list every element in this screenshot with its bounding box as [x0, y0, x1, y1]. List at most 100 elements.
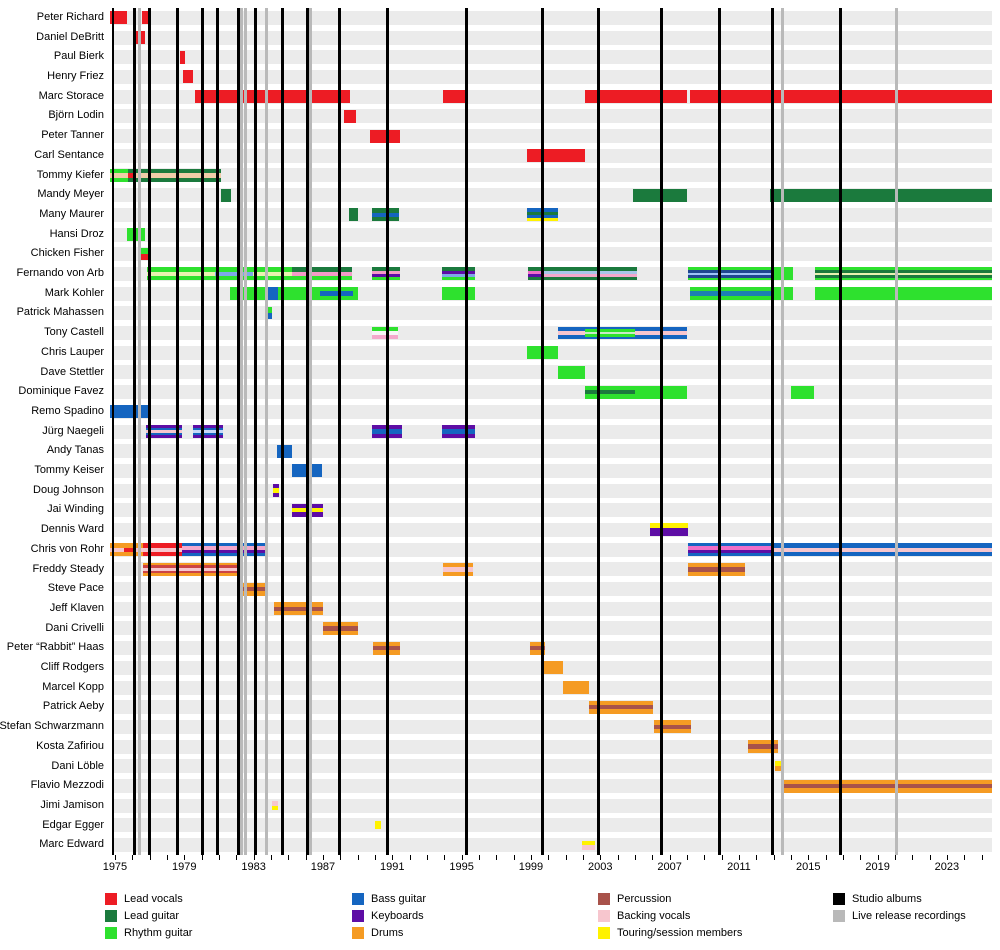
bar-stripe — [109, 405, 148, 419]
bar-stripe — [277, 287, 320, 301]
x-axis-tick — [409, 855, 411, 860]
timeline-bar — [127, 168, 136, 182]
member-label: Tommy Keiser — [34, 464, 104, 477]
x-axis-tick — [686, 855, 688, 860]
timeline-bar — [557, 365, 585, 379]
x-tick-label: 1999 — [518, 861, 544, 873]
legend-item: Percussion — [598, 893, 671, 905]
timeline-bar — [687, 562, 745, 576]
bar-stripe — [687, 549, 773, 553]
member-label: Fernando von Arb — [16, 267, 104, 280]
bar-stripe — [589, 705, 653, 710]
x-axis-tick — [565, 855, 567, 860]
x-axis-tick — [184, 855, 186, 860]
bar-stripe — [557, 335, 585, 340]
timeline-bar — [221, 188, 231, 202]
member-label: Hansi Droz — [49, 227, 104, 240]
x-axis-tick — [548, 855, 550, 860]
legend-item: Backing vocals — [598, 910, 690, 922]
member-label: Peter Tanner — [41, 129, 104, 142]
bar-stripe — [147, 276, 215, 281]
bar-stripe — [815, 272, 992, 276]
x-axis-tick — [704, 855, 706, 860]
bar-stripe — [132, 543, 144, 548]
bar-stripe — [277, 444, 292, 458]
legend-item: Lead vocals — [105, 893, 183, 905]
legend-swatch — [598, 927, 610, 939]
bar-stripe — [585, 394, 635, 399]
bar-stripe — [319, 287, 353, 292]
legend-swatch — [598, 910, 610, 922]
studio-album-line — [338, 8, 342, 855]
bar-stripe — [127, 177, 136, 182]
bar-stripe — [271, 805, 278, 811]
timeline-bar — [442, 287, 475, 301]
x-axis-tick — [773, 855, 775, 860]
x-axis-tick — [201, 855, 203, 860]
timeline-bar — [132, 543, 144, 557]
bar-stripe — [273, 606, 323, 611]
timeline-bar — [769, 188, 992, 202]
x-tick-label: 2015 — [796, 861, 821, 873]
bar-stripe — [291, 267, 352, 272]
timeline-bar — [143, 562, 240, 576]
x-axis-tick — [374, 855, 376, 860]
bar-stripe — [527, 273, 543, 278]
bar-stripe — [371, 326, 398, 331]
timeline-bar — [343, 109, 356, 123]
timeline-bar — [145, 425, 183, 438]
x-axis-tick — [288, 855, 290, 860]
x-axis-tick — [530, 855, 532, 860]
bar-stripe — [371, 212, 400, 217]
x-axis-tick — [964, 855, 966, 860]
bar-stripe — [369, 129, 400, 143]
bar-stripe — [182, 549, 265, 553]
bar-stripe — [182, 546, 265, 550]
studio-album-line — [306, 8, 310, 855]
timeline-bar — [585, 385, 635, 399]
bar-stripe — [179, 50, 185, 64]
bar-stripe — [143, 551, 182, 557]
bar-stripe — [442, 270, 475, 274]
bar-stripe — [529, 650, 545, 655]
bar-stripe — [542, 267, 638, 271]
timeline-bar — [277, 444, 292, 458]
timeline-bar — [147, 267, 215, 281]
timeline-bar — [747, 740, 778, 754]
bar-stripe — [774, 761, 781, 767]
legend-item: Keyboards — [352, 910, 424, 922]
timeline-bar — [273, 484, 279, 498]
bar-stripe — [109, 551, 124, 557]
bar-stripe — [815, 287, 992, 301]
bar-stripe — [442, 433, 475, 438]
legend-label: Rhythm guitar — [124, 927, 193, 939]
bar-stripe — [815, 277, 992, 281]
bar-stripe — [252, 267, 292, 272]
bar-stripe — [374, 821, 381, 830]
timeline-bar — [585, 90, 687, 104]
bar-stripe — [689, 295, 773, 301]
x-axis-tick — [860, 855, 862, 860]
bar-stripe — [585, 331, 635, 335]
member-label: Chicken Fisher — [30, 247, 104, 260]
bar-stripe — [526, 149, 586, 163]
bar-stripe — [109, 173, 128, 178]
legend-swatch — [352, 910, 364, 922]
x-axis-tick — [617, 855, 619, 860]
legend-swatch — [598, 893, 610, 905]
legend-label: Lead guitar — [124, 910, 180, 922]
bar-stripe — [182, 70, 193, 84]
bar-stripe — [815, 270, 992, 273]
x-tick-label: 2019 — [865, 861, 890, 873]
live-recording-line — [895, 8, 899, 855]
timeline-bar — [109, 168, 128, 182]
bar-stripe — [143, 562, 240, 566]
legend-item: Drums — [352, 927, 403, 939]
member-label: Dennis Ward — [40, 523, 104, 536]
member-label: Patrick Mahassen — [16, 306, 104, 319]
timeline-bar — [780, 779, 992, 793]
bar-stripe — [529, 641, 545, 646]
live-recording-line — [265, 8, 269, 855]
x-tick-label: 2003 — [588, 861, 613, 873]
